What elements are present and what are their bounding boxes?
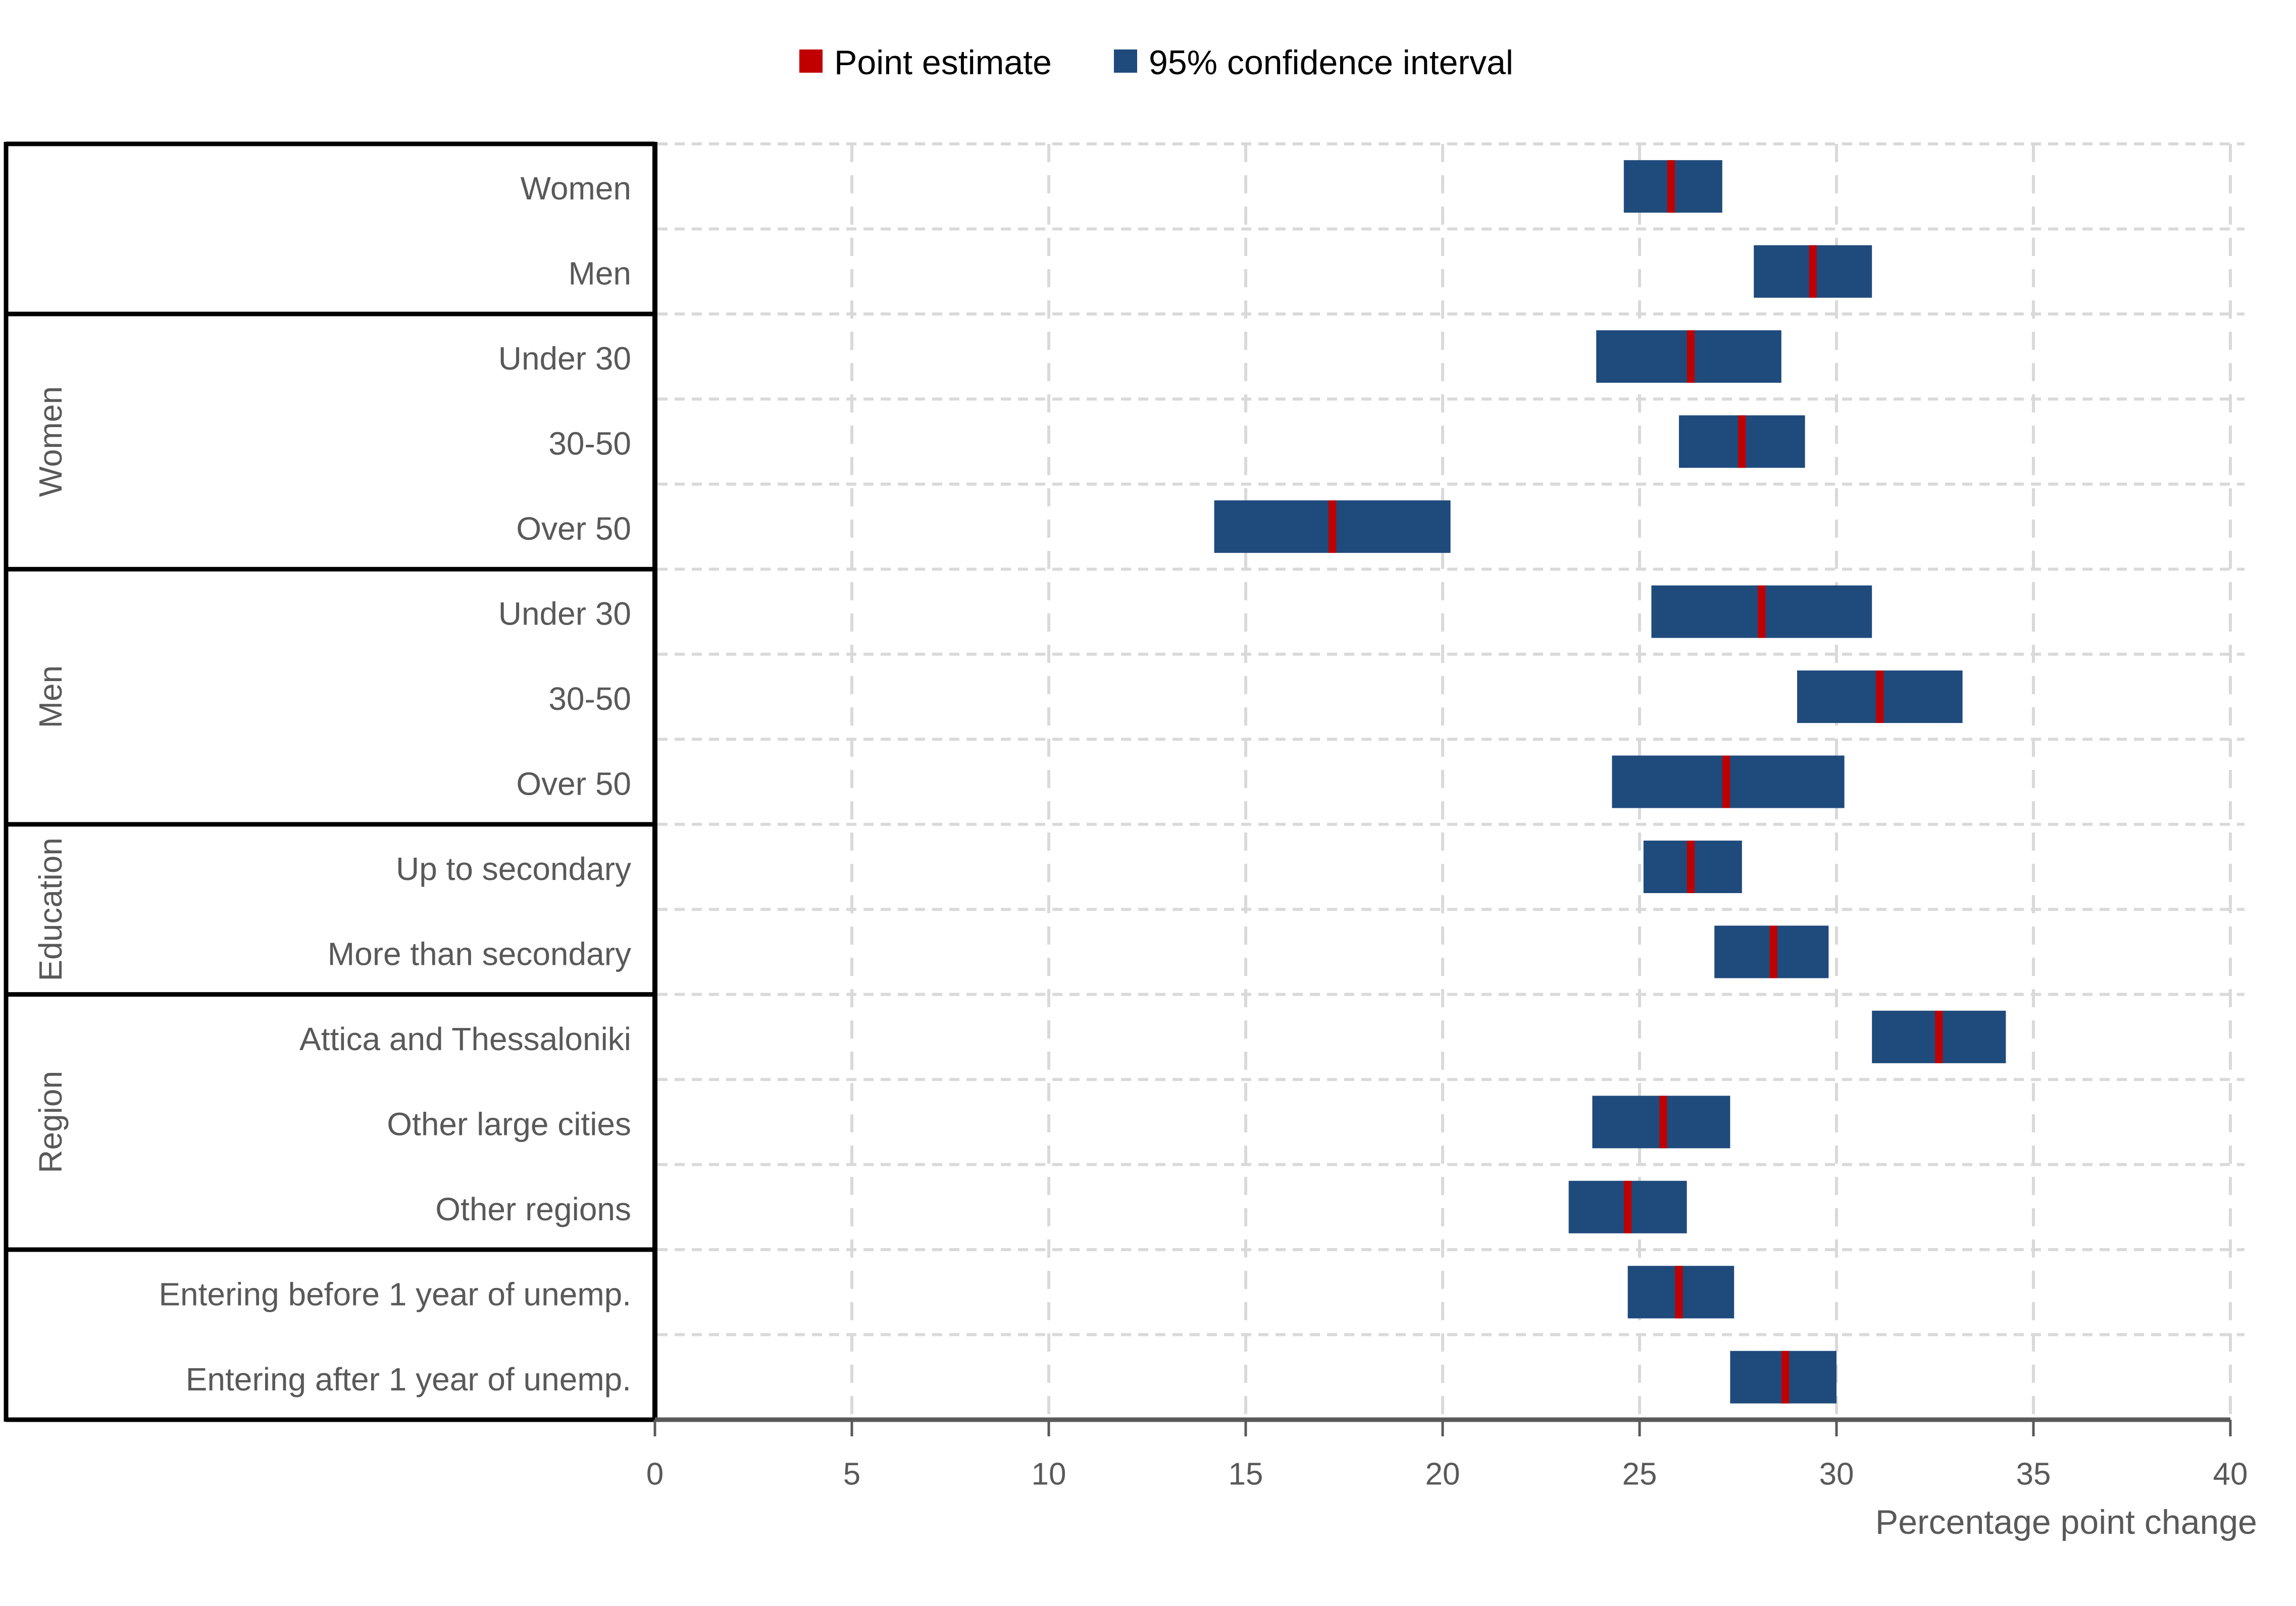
point-estimate-marker [1769,925,1777,978]
x-tick-label: 15 [1229,1457,1263,1492]
row-label: 30-50 [548,681,631,717]
x-tick-label: 5 [843,1457,860,1492]
x-tick-label: 35 [2016,1457,2051,1492]
point-estimate-marker [1329,500,1337,553]
point-estimate-marker [1722,755,1730,808]
gridlines [657,142,2244,1420]
point-estimate-marker [1876,670,1884,723]
point-estimate-marker [1659,1096,1667,1149]
legend-confidence-interval-swatch [1114,49,1137,73]
x-tick-label: 40 [2213,1457,2248,1492]
group-label: Education [32,838,69,981]
legend-point-estimate-swatch [799,49,823,73]
point-estimate-marker [1738,415,1746,468]
row-label: Entering after 1 year of unemp. [186,1361,631,1397]
row-label: Over 50 [516,766,631,802]
group-label: Women [32,386,69,497]
row-label: Under 30 [498,340,631,377]
row-label: Under 30 [498,596,631,632]
x-tick-label: 25 [1622,1457,1657,1492]
legend: Point estimate 95% confidence interval [799,43,1513,82]
point-estimate-marker [1687,840,1695,893]
group-label: Region [32,1071,69,1173]
x-axis: 0 5 10 15 20 25 30 35 40 Percentage point change [646,1417,2257,1541]
row-label: Over 50 [516,510,631,547]
row-label: Women [521,170,631,206]
legend-label: 95% confidence interval [1149,43,1513,82]
point-estimate-marker [1667,160,1675,213]
point-estimate-marker [1758,585,1766,638]
x-tick-label: 0 [646,1457,664,1492]
point-estimate-marker [1675,1266,1683,1319]
point-estimate-marker [1687,330,1695,383]
point-estimate-marker [1809,245,1817,298]
x-tick-label: 30 [1819,1457,1854,1492]
category-label-area: Women Men Under 30 30-50 Over 50 Women Under 3… [4,141,657,1422]
x-axis-title: Percentage point change [1875,1503,2257,1541]
row-label: More than secondary [328,936,631,972]
x-tick-label: 10 [1032,1457,1066,1492]
row-label: Other regions [435,1191,631,1227]
legend-label: Point estimate [834,43,1052,82]
row-label: 30-50 [548,426,631,462]
point-estimate-marker [1624,1180,1632,1233]
row-label: Entering before 1 year of unemp. [159,1276,631,1312]
row-label: Men [569,255,632,292]
point-estimate-marker [1781,1351,1790,1404]
group-label: Men [32,665,69,729]
interval-bars [1214,160,2006,1404]
row-label: Attica and Thessaloniki [299,1021,631,1057]
row-label: Up to secondary [396,851,631,887]
row-label: Other large cities [387,1106,631,1142]
point-estimate-marker [1935,1010,1943,1063]
x-tick-label: 20 [1425,1457,1460,1492]
